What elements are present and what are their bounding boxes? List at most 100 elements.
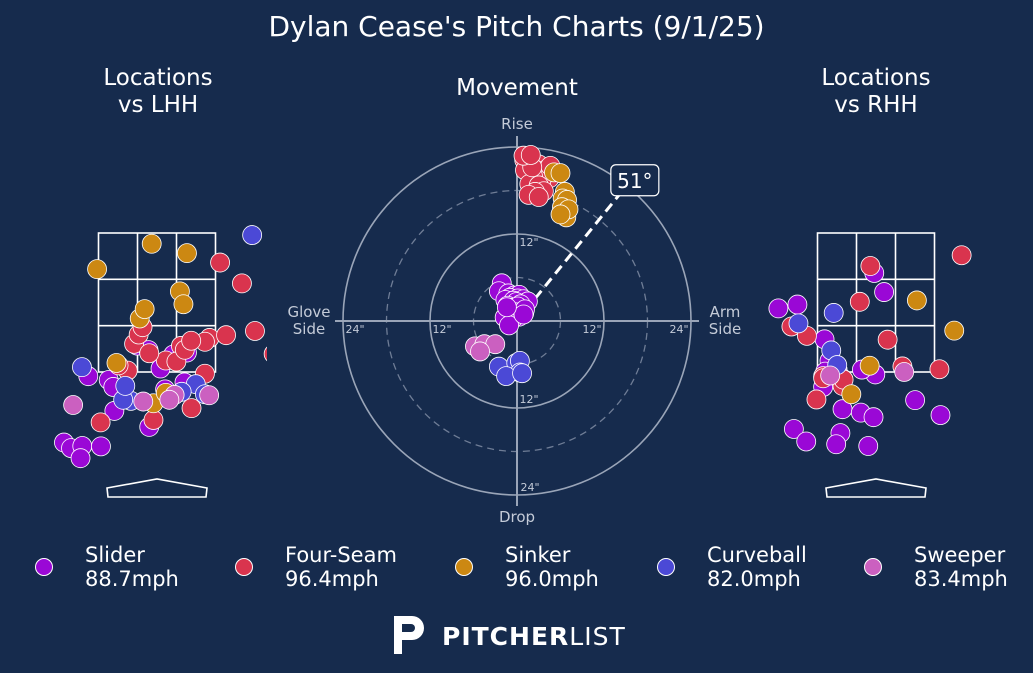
four-seam-pitch-dot xyxy=(245,321,265,341)
rhh-panel-title: Locations vs RHH xyxy=(821,65,931,118)
rise-label: Rise xyxy=(501,115,533,133)
curveball-movement-dot xyxy=(512,363,532,384)
legend-label: Four-Seam xyxy=(285,543,397,567)
slider-pitch-dot xyxy=(70,448,91,469)
four-seam-pitch-dot xyxy=(216,325,236,346)
arm-angle-badge xyxy=(610,164,660,197)
sinker-pitch-dot xyxy=(173,294,194,315)
movement-pitches xyxy=(465,145,579,387)
sinker-pitch-dot xyxy=(177,243,197,264)
slider-movement-dot xyxy=(513,304,534,325)
sinker-pitch-dot xyxy=(134,299,155,320)
sinker-pitch-dot xyxy=(944,320,965,341)
sweeper-pitch-dot xyxy=(199,385,220,406)
slider-pitch-dot xyxy=(863,407,884,428)
sinker-pitch-dot xyxy=(859,355,880,376)
curveball-pitch-dot xyxy=(823,303,844,323)
curveball-pitch-dot xyxy=(72,357,92,378)
slider-pitch-dot xyxy=(796,431,817,452)
legend-label: Sinker xyxy=(505,543,571,567)
legend-velocity: 82.0mph xyxy=(707,567,801,591)
legend-velocity: 83.4mph xyxy=(914,567,1008,591)
legend-label: Curveball xyxy=(707,543,807,567)
tick-label: 24" xyxy=(345,323,364,336)
four-seam-pitch-dot xyxy=(860,256,881,276)
slider-pitch-dot xyxy=(768,298,789,319)
four-seam-pitch-dot xyxy=(139,343,160,364)
sweeper-swatch xyxy=(864,558,882,576)
sweeper-movement-dot xyxy=(470,341,490,362)
lhh-panel-title: Locations vs LHH xyxy=(103,65,213,118)
sinker-pitch-dot xyxy=(841,384,862,405)
glove-side-label: Glove xyxy=(287,303,330,321)
slider-pitch-dot xyxy=(787,294,808,315)
slider-pitch-dot xyxy=(91,436,111,457)
slider-pitch-dot xyxy=(874,282,895,302)
four-seam-pitch-dot xyxy=(210,252,230,273)
arm-angle-label: 51° xyxy=(617,169,652,193)
four-seam-pitch-dot xyxy=(232,273,252,294)
four-seam-pitch-dot xyxy=(181,330,202,351)
pitcherlist-mark-icon xyxy=(394,616,424,654)
legend-velocity: 88.7mph xyxy=(85,567,179,591)
sweeper-pitch-dot xyxy=(63,395,84,415)
legend-velocity: 96.4mph xyxy=(285,567,379,591)
slider-pitch-dot xyxy=(826,434,847,455)
sinker-pitch-dot xyxy=(87,259,107,280)
pitcherlist-logo: PITCHERLIST xyxy=(390,612,630,658)
slider-pitch-dot xyxy=(858,436,879,456)
tick-label: 12" xyxy=(582,323,601,336)
tick-label: 12" xyxy=(519,236,538,249)
slider-pitch-dot xyxy=(905,390,926,411)
chart-title: Dylan Cease's Pitch Charts (9/1/25) xyxy=(268,10,765,43)
slider-swatch xyxy=(35,558,53,576)
sweeper-pitch-dot xyxy=(894,362,915,382)
slider-pitch-dot xyxy=(783,419,804,439)
tick-label: 24" xyxy=(669,323,688,336)
sinker-swatch xyxy=(455,558,473,576)
brand-bold: PITCHER xyxy=(442,622,570,651)
drop-label: Drop xyxy=(499,508,535,526)
arm-angle-line xyxy=(523,191,623,312)
legend-label: Sweeper xyxy=(914,543,1006,567)
curveball-pitch-dot xyxy=(115,375,136,396)
curveball-pitch-dot xyxy=(242,225,263,245)
lhh-home-plate xyxy=(106,478,208,498)
four-seam-pitch-dot xyxy=(806,389,827,410)
tick-label: 12" xyxy=(519,393,538,406)
four-seam-pitch-dot xyxy=(143,410,164,430)
movement-panel-title: Movement xyxy=(456,75,578,101)
arm-side-label: Side xyxy=(709,320,741,338)
sweeper-pitch-dot xyxy=(159,389,180,410)
pitcherlist-wordmark: PITCHERLIST xyxy=(442,622,626,651)
tick-label: 12" xyxy=(432,323,451,336)
legend-label: Slider xyxy=(85,543,145,567)
sinker-pitch-dot xyxy=(906,290,927,311)
lhh-pitches xyxy=(3,225,288,469)
sinker-movement-dot xyxy=(550,163,571,184)
glove-side-label: Side xyxy=(293,320,325,338)
sinker-movement-dot xyxy=(550,204,571,225)
slider-pitch-dot xyxy=(930,405,951,425)
sinker-pitch-dot xyxy=(141,233,162,254)
four-seam-movement-dot xyxy=(528,187,549,207)
sweeper-pitch-dot xyxy=(820,365,841,386)
four-seam-pitch-dot xyxy=(929,359,950,380)
four-seam-pitch-dot xyxy=(181,398,202,419)
four-seam-pitch-dot xyxy=(269,350,288,369)
slider-movement-dot xyxy=(496,297,517,318)
four-seam-movement-dot xyxy=(520,145,541,165)
tick-label: 24" xyxy=(520,481,539,494)
curveball-swatch xyxy=(657,558,675,576)
arm-side-label: Arm xyxy=(710,303,741,321)
sinker-pitch-dot xyxy=(106,353,127,373)
four-seam-pitch-dot xyxy=(3,256,22,275)
legend-velocity: 96.0mph xyxy=(505,567,599,591)
rhh-pitches xyxy=(768,245,972,456)
curveball-pitch-dot xyxy=(788,313,809,334)
four-seam-pitch-dot xyxy=(263,346,267,362)
sweeper-pitch-dot xyxy=(133,391,154,412)
brand-light: LIST xyxy=(569,622,626,651)
four-seam-pitch-dot xyxy=(951,245,972,266)
